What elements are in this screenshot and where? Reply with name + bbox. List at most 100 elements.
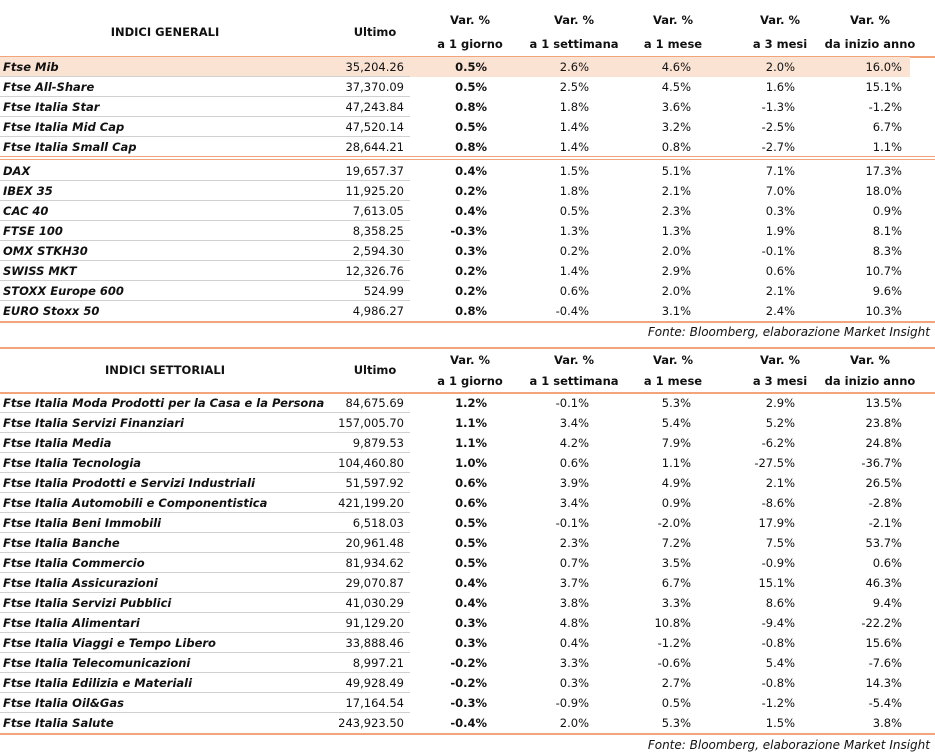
cell: 2.0% <box>559 716 589 730</box>
cell: 0.3% <box>455 616 487 630</box>
row-separator <box>0 300 410 301</box>
cell: 1.8% <box>559 184 589 198</box>
column-header: Var. % <box>554 13 594 27</box>
cell: 2.0% <box>765 60 795 74</box>
cell: 2.0% <box>661 284 691 298</box>
row-name: STOXX Europe 600 <box>3 284 124 298</box>
cell: -36.7% <box>861 456 902 470</box>
cell: 7.1% <box>765 164 795 178</box>
row-name: Ftse Italia Edilizia e Materiali <box>3 676 193 690</box>
cell: 5.3% <box>661 396 691 410</box>
table-title: INDICI SETTORIALI <box>105 363 225 377</box>
cell: 2.1% <box>661 184 691 198</box>
cell: 0.2% <box>455 184 487 198</box>
column-header: a 1 giorno <box>437 37 503 51</box>
column-header: a 3 mesi <box>752 374 808 388</box>
border <box>0 321 935 323</box>
cell: 7.5% <box>765 536 795 550</box>
cell: 7.0% <box>765 184 795 198</box>
cell: 4.6% <box>661 60 691 74</box>
column-header: da inizio anno <box>824 37 916 51</box>
cell: 0.2% <box>559 244 589 258</box>
cell: 1.2% <box>455 396 487 410</box>
row-name: CAC 40 <box>3 204 49 218</box>
cell: 10.3% <box>865 304 902 318</box>
row-name: Ftse Italia Moda Prodotti per la Casa e … <box>3 396 325 410</box>
cell: 35,204.26 <box>345 60 404 74</box>
row-name: Ftse Italia Small Cap <box>3 140 137 154</box>
cell: 1.1% <box>455 416 487 430</box>
cell: -0.2% <box>450 656 487 670</box>
cell: 2.9% <box>661 264 691 278</box>
cell: 0.8% <box>661 140 691 154</box>
cell: 1.4% <box>559 140 589 154</box>
cell: 5.4% <box>661 416 691 430</box>
cell: 4.9% <box>661 476 691 490</box>
cell: 0.8% <box>455 140 487 154</box>
column-header: Var. % <box>450 353 490 367</box>
cell: 2.7% <box>661 676 691 690</box>
cell: 17.3% <box>865 164 902 178</box>
cell: 29,070.87 <box>345 576 404 590</box>
row-separator <box>0 412 410 413</box>
row-separator <box>0 552 410 553</box>
border <box>0 392 935 394</box>
cell: 2.6% <box>559 60 589 74</box>
column-header: a 1 mese <box>643 37 703 51</box>
cell: -0.8% <box>761 636 795 650</box>
cell: 28,644.21 <box>345 140 404 154</box>
row-name: FTSE 100 <box>3 224 63 238</box>
row-separator <box>0 200 410 201</box>
cell: 37,370.09 <box>345 80 404 94</box>
cell: 3.8% <box>872 716 902 730</box>
cell: 3.5% <box>661 556 691 570</box>
row-separator <box>0 712 410 713</box>
cell: 5.2% <box>765 416 795 430</box>
cell: 1.5% <box>765 716 795 730</box>
cell: 4,986.27 <box>352 304 404 318</box>
row-name: Ftse Italia Telecomunicazioni <box>3 656 191 670</box>
cell: 9.6% <box>872 284 902 298</box>
cell: -27.5% <box>754 456 795 470</box>
cell: 7.9% <box>661 436 691 450</box>
cell: 23.8% <box>865 416 902 430</box>
row-name: Ftse Italia Salute <box>3 716 114 730</box>
row-separator <box>0 76 410 77</box>
cell: 2.1% <box>765 284 795 298</box>
cell: 9.4% <box>872 596 902 610</box>
cell: 3.7% <box>559 576 589 590</box>
cell: -0.9% <box>555 696 589 710</box>
cell: 1.3% <box>661 224 691 238</box>
cell: 0.2% <box>455 264 487 278</box>
cell: 3.8% <box>559 596 589 610</box>
cell: 8.3% <box>872 244 902 258</box>
column-header: Ultimo <box>353 363 397 377</box>
row-separator <box>0 592 410 593</box>
cell: 0.2% <box>455 284 487 298</box>
cell: 8,358.25 <box>352 224 404 238</box>
cell: 2.5% <box>559 80 589 94</box>
row-separator <box>0 432 410 433</box>
cell: 3.1% <box>661 304 691 318</box>
cell: 13.5% <box>865 396 902 410</box>
cell: -1.2% <box>761 696 795 710</box>
column-header: Var. % <box>653 353 693 367</box>
row-name: Ftse Italia Media <box>3 436 112 450</box>
row-name: Ftse Mib <box>3 60 59 74</box>
cell: -5.4% <box>868 696 902 710</box>
row-name: Ftse Italia Assicurazioni <box>3 576 158 590</box>
cell: 3.9% <box>559 476 589 490</box>
row-separator <box>0 240 410 241</box>
row-name: Ftse Italia Banche <box>3 536 120 550</box>
row-name: Ftse Italia Commercio <box>3 556 145 570</box>
cell: 0.3% <box>559 676 589 690</box>
cell: -1.3% <box>761 100 795 114</box>
cell: 15.1% <box>758 576 795 590</box>
cell: 3.4% <box>559 416 589 430</box>
cell: 16.0% <box>865 60 902 74</box>
row-separator <box>0 672 410 673</box>
cell: 0.5% <box>455 120 487 134</box>
cell: 3.3% <box>661 596 691 610</box>
cell: 1.6% <box>765 80 795 94</box>
